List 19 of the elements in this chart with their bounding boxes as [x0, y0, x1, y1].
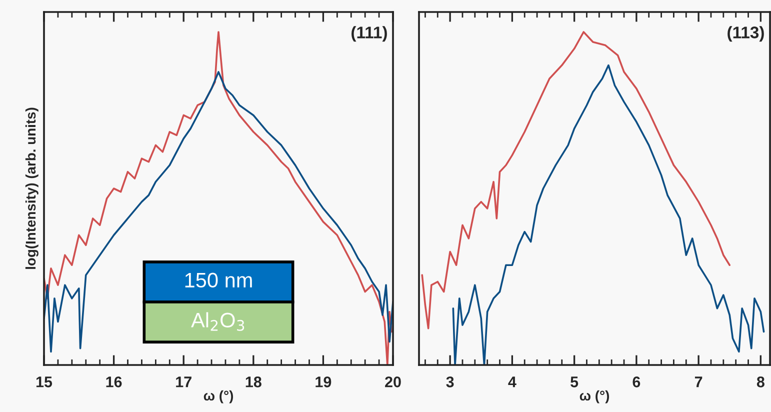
x-tick-label: 20	[385, 376, 401, 388]
x-tick-label: 6	[632, 376, 640, 388]
x-tick-label: 4	[508, 376, 516, 388]
x-tick-label: 17	[176, 376, 192, 388]
x-tick-label: 16	[106, 376, 122, 388]
annotation: (111)	[352, 26, 387, 42]
annotation: (113)	[728, 26, 764, 42]
annotation: 150 nm	[185, 272, 252, 288]
x-tick-label: 15	[36, 376, 52, 388]
x-tick-label: 8	[756, 376, 764, 388]
x-axis-title: ω (°)	[580, 390, 610, 404]
x-tick-label: 7	[694, 376, 702, 388]
annotation: Al$_{2}$O$_{3}$	[191, 312, 244, 331]
x-axis-title: ω (°)	[204, 390, 234, 404]
y-axis-title: log(Intensity) (arb. units)	[25, 108, 38, 269]
x-tick-label: 3	[446, 376, 454, 388]
x-tick-label: 19	[316, 376, 332, 388]
x-tick-label: 18	[246, 376, 262, 388]
x-tick-label: 5	[570, 376, 578, 388]
